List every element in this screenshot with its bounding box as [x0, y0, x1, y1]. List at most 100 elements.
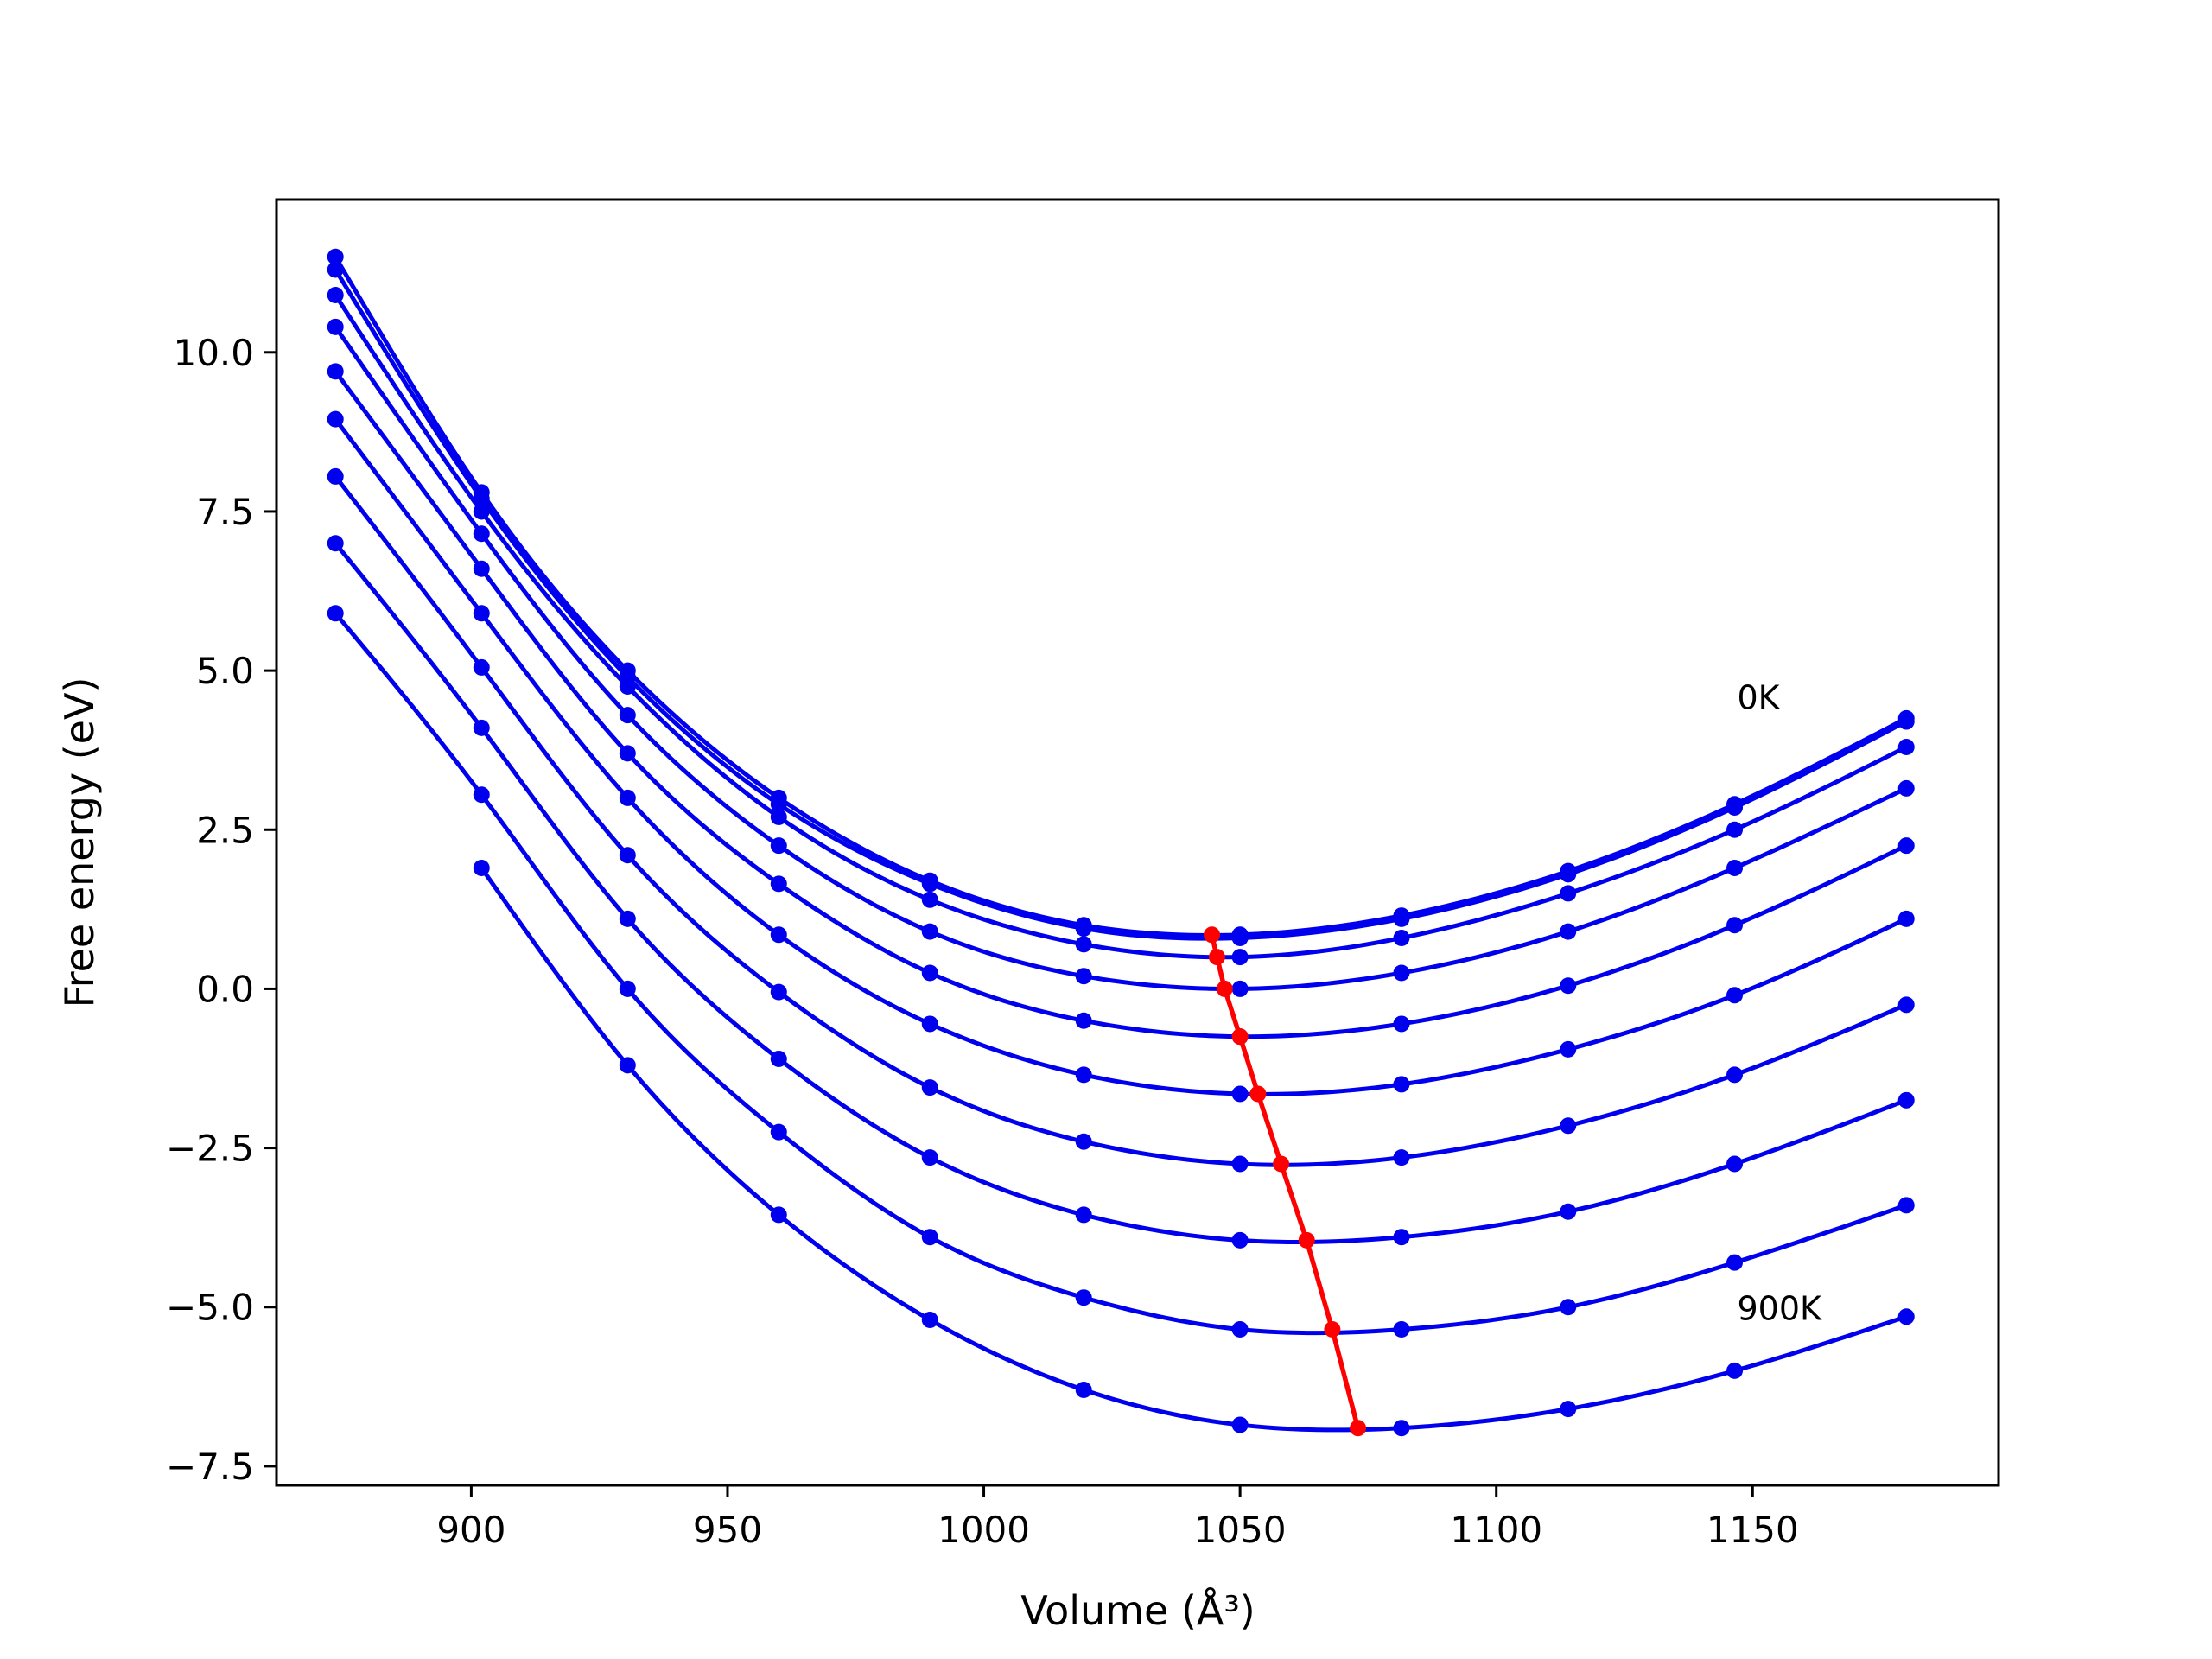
data-point	[619, 1057, 636, 1074]
data-point	[1075, 1133, 1092, 1150]
data-point	[1560, 1299, 1577, 1316]
plot-frame	[275, 198, 2000, 1487]
data-point	[327, 605, 344, 622]
data-point	[770, 1050, 787, 1067]
data-point	[619, 847, 636, 864]
data-point	[1393, 1420, 1410, 1437]
curve-line	[334, 256, 1908, 938]
data-point	[770, 809, 787, 826]
data-point	[921, 1079, 938, 1096]
annotation-layer: 0K 900K	[1737, 678, 1822, 1327]
data-point	[327, 318, 344, 335]
data-point	[921, 875, 938, 893]
data-point	[1897, 837, 1915, 855]
y-tick-label: 7.5	[196, 491, 254, 533]
data-point	[473, 605, 490, 622]
data-point	[1726, 1066, 1744, 1084]
data-point	[473, 503, 490, 520]
x-tick-label: 1100	[1450, 1509, 1542, 1551]
data-point	[1075, 919, 1092, 937]
data-point	[1075, 1066, 1092, 1084]
data-point	[327, 248, 344, 265]
data-point	[1231, 1085, 1249, 1103]
minimum-point	[1324, 1321, 1341, 1338]
temperature-annotation: 900K	[1737, 1289, 1822, 1327]
curve-line	[334, 268, 1908, 941]
data-point	[1726, 917, 1744, 934]
data-point	[1231, 980, 1249, 997]
data-point	[473, 859, 490, 876]
data-point	[1560, 1401, 1577, 1418]
data-point	[619, 745, 636, 762]
x-tick-label: 1150	[1707, 1509, 1799, 1551]
curve-line	[334, 417, 1908, 1096]
curve-line	[334, 370, 1908, 1039]
data-point	[473, 658, 490, 676]
data-point	[1897, 910, 1915, 927]
x-axis-label: Volume (Å³)	[1020, 1587, 1255, 1634]
data-point	[1231, 1231, 1249, 1249]
data-point	[770, 796, 787, 813]
data-point	[1560, 885, 1577, 902]
data-point	[619, 707, 636, 724]
data-point	[1897, 1091, 1915, 1109]
y-tick-label: 0.0	[196, 968, 254, 1010]
data-point	[921, 1015, 938, 1033]
x-tick-label: 900	[436, 1509, 505, 1551]
data-point	[1075, 968, 1092, 985]
data-point	[1897, 1308, 1915, 1325]
data-point	[1075, 1382, 1092, 1399]
data-point	[1726, 859, 1744, 876]
data-point	[1075, 1289, 1092, 1306]
data-point	[1393, 1149, 1410, 1166]
data-point	[1075, 1206, 1092, 1224]
data-point	[473, 525, 490, 543]
data-point	[770, 1123, 787, 1141]
data-point	[473, 560, 490, 577]
temperature-annotation: 0K	[1737, 678, 1780, 716]
data-point	[1560, 866, 1577, 883]
curve-line	[334, 325, 1908, 991]
data-point	[619, 980, 636, 997]
temperature-curve-2	[327, 286, 1915, 966]
data-point	[1897, 1197, 1915, 1214]
data-point	[1393, 1229, 1410, 1246]
data-point	[1560, 977, 1577, 995]
minimum-point	[1273, 1155, 1290, 1173]
minimum-point	[1350, 1420, 1367, 1437]
data-point	[1726, 987, 1744, 1004]
data-point	[770, 983, 787, 1001]
x-tick-label: 950	[693, 1509, 762, 1551]
data-point	[327, 286, 344, 303]
data-point	[327, 467, 344, 485]
curve-line	[334, 542, 1908, 1245]
data-point	[619, 678, 636, 696]
data-point	[1560, 923, 1577, 940]
data-point	[1897, 779, 1915, 797]
minimum-point	[1249, 1085, 1267, 1103]
temperature-curve-6	[327, 467, 1915, 1173]
curve-line	[480, 867, 1908, 1433]
y-tick-label: 5.0	[196, 650, 254, 692]
curve-line	[334, 474, 1908, 1167]
data-point	[1726, 1155, 1744, 1173]
curves-layer	[327, 248, 1915, 1437]
data-point	[1393, 929, 1410, 946]
data-point	[473, 786, 490, 804]
data-point	[1560, 1117, 1577, 1135]
data-point	[921, 923, 938, 940]
data-point	[473, 719, 490, 736]
axes-layer: 900 950 1000 1050 1100 1150 −7.5 −5.0 −2.5 0.0 2.5…	[166, 332, 1799, 1551]
data-point	[1393, 910, 1410, 927]
minima-layer	[1204, 926, 1367, 1437]
data-point	[1075, 936, 1092, 953]
data-point	[619, 910, 636, 927]
data-point	[1897, 996, 1915, 1014]
temperature-curve-8	[327, 605, 1915, 1338]
data-point	[921, 891, 938, 908]
data-point	[1897, 713, 1915, 730]
data-point	[1393, 1076, 1410, 1093]
minimum-point	[1204, 926, 1221, 944]
